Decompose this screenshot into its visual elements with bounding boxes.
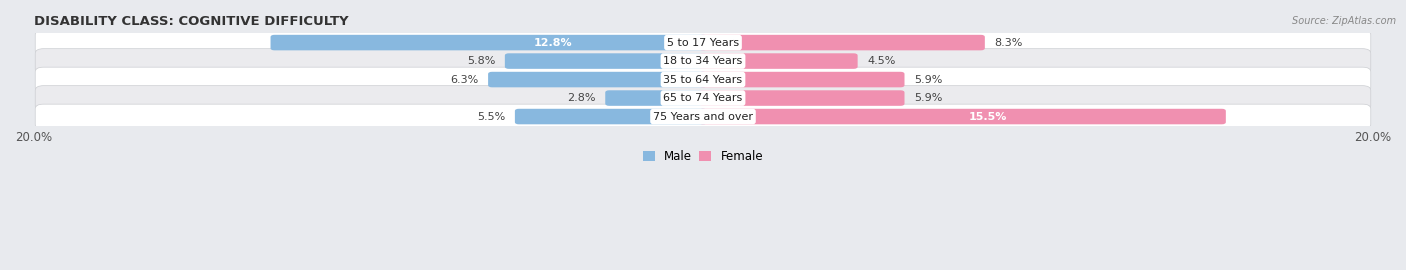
FancyBboxPatch shape — [35, 49, 1371, 73]
Text: 4.5%: 4.5% — [868, 56, 896, 66]
Text: 5.8%: 5.8% — [467, 56, 495, 66]
FancyBboxPatch shape — [270, 35, 707, 50]
Text: 5.9%: 5.9% — [914, 75, 942, 85]
Text: 12.8%: 12.8% — [534, 38, 572, 48]
FancyBboxPatch shape — [35, 104, 1371, 129]
Text: 6.3%: 6.3% — [450, 75, 478, 85]
FancyBboxPatch shape — [699, 35, 984, 50]
Text: 18 to 34 Years: 18 to 34 Years — [664, 56, 742, 66]
FancyBboxPatch shape — [515, 109, 707, 124]
Text: 65 to 74 Years: 65 to 74 Years — [664, 93, 742, 103]
Text: DISABILITY CLASS: COGNITIVE DIFFICULTY: DISABILITY CLASS: COGNITIVE DIFFICULTY — [34, 15, 349, 28]
Text: 5 to 17 Years: 5 to 17 Years — [666, 38, 740, 48]
FancyBboxPatch shape — [35, 67, 1371, 92]
FancyBboxPatch shape — [605, 90, 707, 106]
Text: 5.5%: 5.5% — [477, 112, 506, 122]
FancyBboxPatch shape — [488, 72, 707, 87]
Text: 15.5%: 15.5% — [969, 112, 1008, 122]
Text: 2.8%: 2.8% — [568, 93, 596, 103]
FancyBboxPatch shape — [35, 30, 1371, 55]
FancyBboxPatch shape — [699, 109, 1226, 124]
FancyBboxPatch shape — [505, 53, 707, 69]
Text: 75 Years and over: 75 Years and over — [652, 112, 754, 122]
FancyBboxPatch shape — [699, 72, 904, 87]
Text: 5.9%: 5.9% — [914, 93, 942, 103]
FancyBboxPatch shape — [35, 86, 1371, 110]
FancyBboxPatch shape — [699, 53, 858, 69]
Text: Source: ZipAtlas.com: Source: ZipAtlas.com — [1292, 16, 1396, 26]
Legend: Male, Female: Male, Female — [638, 146, 768, 168]
Text: 8.3%: 8.3% — [994, 38, 1022, 48]
Text: 35 to 64 Years: 35 to 64 Years — [664, 75, 742, 85]
FancyBboxPatch shape — [699, 90, 904, 106]
